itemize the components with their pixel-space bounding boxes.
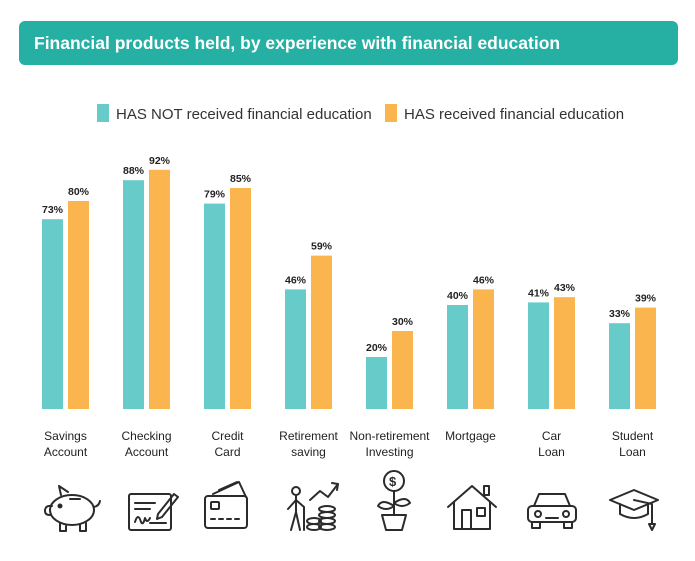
bar-received-2 [230,188,251,409]
value-labels-group: 73% 80% 88% 92% 79% 85% 46% 59% 20% 30% 40% 46% 41% 4… [42,155,657,354]
value-label-not-received-2: 79% [204,189,226,201]
value-label-not-received-4: 20% [366,342,388,354]
category-label-4-1: Investing [365,445,413,459]
category-label-7-1: Loan [619,445,646,459]
category-label-6-0: Car [542,429,561,443]
legend: HAS NOT received financial education HAS… [97,104,624,123]
bar-received-6 [554,297,575,409]
bar-not-received-7 [609,323,630,409]
bar-received-3 [311,255,332,409]
legend-swatch-received [385,104,397,122]
car-icon [527,493,577,529]
bar-received-4 [392,331,413,409]
value-label-received-5: 46% [473,274,495,286]
category-label-2-0: Credit [211,429,244,443]
value-label-received-6: 43% [554,282,576,294]
category-label-5-0: Mortgage [445,429,496,443]
bar-received-1 [149,169,170,409]
category-label-6-1: Loan [538,445,565,459]
value-label-not-received-0: 73% [42,204,64,216]
value-label-received-3: 59% [311,241,333,253]
category-label-0-0: Savings [44,429,87,443]
bar-not-received-4 [366,357,387,409]
chart-title: Financial products held, by experience w… [34,33,561,53]
bar-not-received-1 [123,180,144,409]
value-label-not-received-3: 46% [285,274,307,286]
bars-group [42,169,656,409]
svg-text:$: $ [389,474,397,489]
category-label-3-1: saving [291,445,326,459]
house-icon [447,485,497,530]
title-bar: Financial products held, by experience w… [19,21,678,65]
category-label-4-0: Non-retirement [349,429,430,443]
value-label-not-received-1: 88% [123,165,145,177]
check-icon [128,493,179,531]
category-label-1-1: Account [125,445,169,459]
category-label-1-0: Checking [121,429,171,443]
piggy-bank-icon [44,485,101,532]
value-label-received-2: 85% [230,173,252,185]
category-label-0-1: Account [44,445,88,459]
retirement-icon [287,482,339,531]
category-label-2-1: Card [214,445,240,459]
legend-swatch-not-received [97,104,109,122]
value-label-not-received-6: 41% [528,287,550,299]
bar-not-received-2 [204,203,225,409]
category-labels-group: Savings Account Checking Account Credit Card R… [44,429,654,459]
bar-not-received-0 [42,219,63,409]
legend-label-not-received: HAS NOT received financial education [116,106,372,123]
value-label-received-0: 80% [68,186,90,198]
value-label-received-7: 39% [635,293,657,305]
graduation-cap-icon [609,489,659,531]
credit-card-icon [204,481,248,529]
value-label-not-received-5: 40% [447,290,469,302]
bar-not-received-3 [285,289,306,409]
value-label-not-received-7: 33% [609,308,631,320]
bar-received-7 [635,307,656,409]
bar-received-0 [68,201,89,409]
value-label-received-4: 30% [392,316,414,328]
investing-plant-icon: $ [377,470,411,531]
bar-not-received-5 [447,305,468,409]
category-label-7-0: Student [612,429,654,443]
legend-label-received: HAS received financial education [404,106,624,123]
value-label-received-1: 92% [149,155,171,167]
category-label-3-0: Retirement [279,429,338,443]
bar-received-5 [473,289,494,409]
bar-not-received-6 [528,302,549,409]
